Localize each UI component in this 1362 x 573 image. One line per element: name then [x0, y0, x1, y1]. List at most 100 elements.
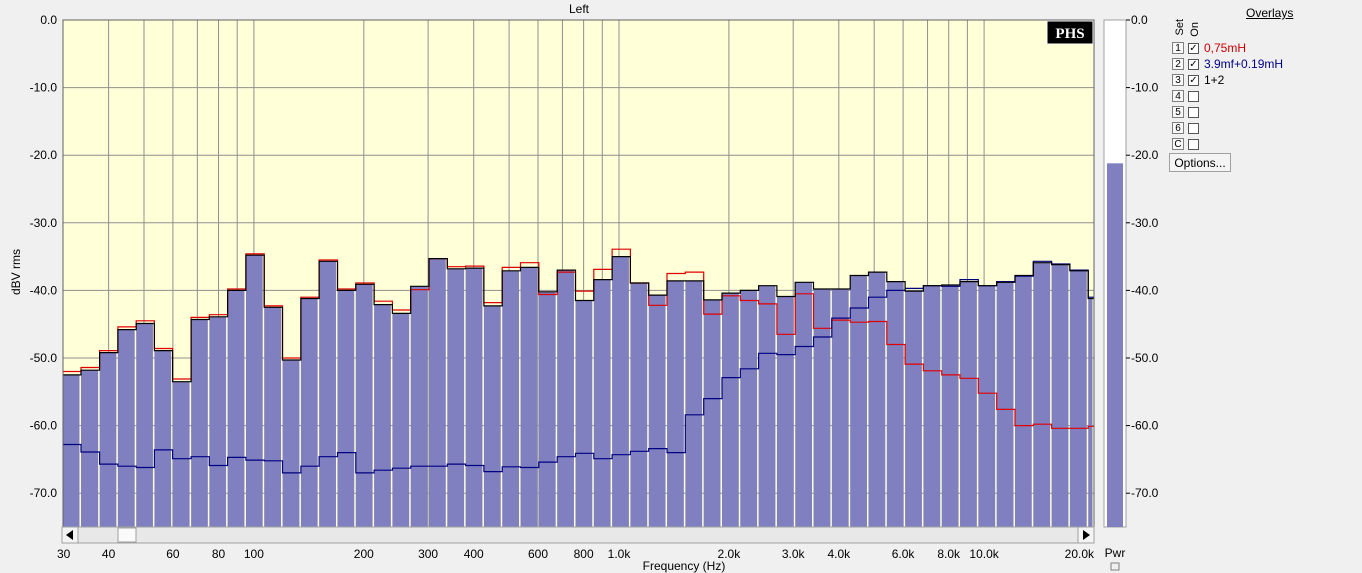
bar [264, 307, 282, 527]
overlay-row: 2 ✓ 3.9mf+0.19mH [1172, 57, 1283, 71]
bar [795, 282, 813, 527]
bar [1033, 262, 1051, 527]
x-tick-label: 400 [464, 547, 484, 561]
power-meter-label: Pwr [1105, 546, 1126, 560]
bar [1051, 264, 1069, 527]
meter-tick-label: -10.0 [1131, 81, 1159, 95]
bar [172, 381, 190, 527]
overlay-on-checkbox[interactable] [1188, 106, 1199, 118]
phs-logo-text: PHS [1055, 26, 1084, 42]
bar [1014, 275, 1032, 527]
bar [319, 261, 336, 527]
bar [392, 313, 410, 527]
bar [941, 284, 959, 527]
meter-tick-label: -40.0 [1131, 283, 1159, 297]
bar [630, 282, 648, 527]
bar [813, 289, 831, 527]
power-meter: 0.0 -10.0 -20.0 -30.0 -40.0 -50.0 -60.0 -70.0 [1103, 13, 1159, 528]
overlay-set-button[interactable]: 2 [1172, 58, 1184, 70]
bar [447, 268, 465, 527]
overlay-on-checkbox[interactable]: ✓ [1188, 42, 1199, 54]
power-meter-fill [1107, 163, 1123, 527]
x-tick-label: 600 [528, 547, 548, 561]
bar [63, 374, 80, 527]
bar [410, 286, 428, 527]
x-tick-label: 100 [244, 547, 264, 561]
x-tick-label: 40 [102, 547, 116, 561]
bar [868, 272, 886, 527]
x-tick-label: 4.0k [827, 547, 851, 561]
bar [850, 275, 867, 527]
bar [538, 291, 556, 527]
bar [99, 352, 117, 527]
bar [923, 285, 941, 527]
x-tick-label: 300 [418, 547, 438, 561]
options-button[interactable]: Options... [1169, 153, 1231, 172]
overlay-label: 1+2 [1204, 73, 1225, 87]
overlay-on-checkbox[interactable]: ✓ [1188, 74, 1199, 86]
x-tick-label: 3.0k [782, 547, 806, 561]
y-tick-label: 0.0 [40, 13, 57, 27]
bar [831, 289, 849, 527]
bar [721, 293, 739, 527]
overlay-set-button[interactable]: 3 [1172, 74, 1184, 86]
overlay-set-button[interactable]: 6 [1172, 122, 1184, 134]
bar [428, 258, 446, 527]
overlay-on-checkbox[interactable] [1188, 90, 1199, 102]
bar [227, 290, 245, 527]
chart-title: Left [569, 2, 590, 16]
overlay-on-checkbox[interactable]: ✓ [1188, 58, 1199, 70]
y-tick-label: -10.0 [30, 81, 58, 95]
bar [1088, 298, 1093, 527]
x-tick-label: 8.0k [937, 547, 961, 561]
bar [575, 300, 593, 527]
overlay-on-checkbox[interactable] [1188, 122, 1199, 134]
overlay-set-button[interactable]: 5 [1172, 106, 1184, 118]
overlay-on-checkbox[interactable] [1188, 138, 1199, 150]
bar [117, 329, 135, 527]
overlay-row: 4 [1172, 89, 1204, 103]
meter-reset-button[interactable] [1110, 562, 1120, 571]
bar [740, 290, 758, 527]
bar [483, 305, 501, 527]
x-tick-label: 30 [57, 547, 71, 561]
bar [758, 285, 776, 527]
x-tick-label: 80 [212, 547, 226, 561]
bar [374, 304, 391, 527]
bar [209, 316, 227, 527]
bar [502, 270, 520, 527]
meter-tick-label: -70.0 [1131, 486, 1159, 500]
y-tick-label: -20.0 [30, 148, 58, 162]
phs-logo [1046, 20, 1094, 45]
y-tick-label: -70.0 [30, 486, 58, 500]
bar [191, 319, 208, 527]
bar [245, 255, 263, 528]
bar [282, 360, 300, 527]
x-tick-label: 6.0k [892, 547, 916, 561]
bar [80, 370, 99, 527]
y-tick-label: -40.0 [30, 283, 58, 297]
overlay-row: 6 [1172, 121, 1204, 135]
x-tick-label: 1.0k [608, 547, 632, 561]
bar [685, 280, 703, 527]
overlay-set-button[interactable]: 1 [1172, 42, 1184, 54]
bar [136, 323, 153, 527]
meter-tick-label: -60.0 [1131, 419, 1159, 433]
overlay-set-button[interactable]: 4 [1172, 90, 1184, 102]
scroll-thumb[interactable] [117, 527, 137, 543]
overlays-set-header: Set [1174, 19, 1186, 36]
bar [593, 279, 611, 527]
bar [337, 290, 355, 527]
x-tick-label: 800 [574, 547, 594, 561]
meter-tick-label: -50.0 [1131, 351, 1159, 365]
arrow-left-icon [66, 530, 73, 540]
x-tick-label: 200 [354, 547, 374, 561]
x-tick-label: 10.0k [969, 547, 999, 561]
overlay-row: C [1172, 137, 1204, 151]
bar [154, 350, 172, 527]
horizontal-scrollbar[interactable] [61, 526, 1095, 544]
bar [300, 298, 318, 527]
overlay-set-button[interactable]: C [1172, 138, 1184, 150]
y-tick-label: -30.0 [30, 216, 58, 230]
